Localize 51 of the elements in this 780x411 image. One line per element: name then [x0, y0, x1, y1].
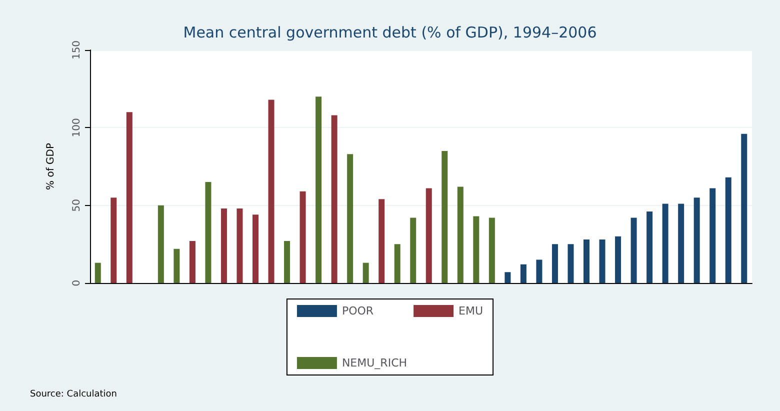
bar: [584, 240, 590, 283]
chart-title: Mean central government debt (% of GDP), 1994–2006: [183, 24, 597, 42]
bar: [568, 244, 574, 283]
bar: [646, 212, 653, 283]
bar: [189, 241, 196, 283]
y-tick-label: 0: [72, 280, 82, 286]
legend-label: POOR: [342, 304, 374, 318]
bar: [615, 236, 622, 283]
y-tick-label: 100: [72, 118, 82, 138]
bar: [662, 204, 668, 283]
bar: [284, 241, 290, 283]
bar: [504, 272, 511, 283]
bar: [599, 240, 606, 283]
source-note: Source: Calculation: [30, 390, 118, 400]
bar: [236, 208, 243, 283]
bar: [362, 262, 369, 283]
bar: [94, 262, 101, 283]
bar: [678, 204, 684, 283]
bar: [552, 244, 558, 283]
bar: [725, 177, 732, 283]
y-tick-label: 150: [72, 40, 82, 60]
bar: [316, 96, 322, 283]
bar: [488, 218, 495, 283]
bar: [268, 100, 274, 283]
bar: [442, 150, 448, 283]
bar: [741, 134, 748, 283]
bar: [126, 112, 132, 283]
bar: [158, 205, 164, 283]
bar: [205, 182, 212, 283]
bar: [300, 191, 306, 283]
bar: [520, 264, 526, 283]
bar: [174, 248, 180, 283]
bar: [630, 218, 637, 283]
bar: [410, 218, 416, 283]
legend-label: NEMU_RICH: [342, 356, 408, 370]
bar: [378, 199, 385, 283]
bar: [220, 208, 227, 283]
bar: [252, 214, 258, 283]
bar: [426, 188, 432, 283]
y-axis-title: % of GDP: [46, 143, 56, 190]
y-tick-label: 50: [72, 198, 82, 212]
bar: [331, 115, 338, 283]
legend-label: EMU: [458, 304, 484, 318]
bar: [710, 188, 716, 283]
bar: [473, 216, 480, 283]
bar: [347, 154, 354, 283]
bar: [694, 198, 700, 283]
bar: [536, 260, 542, 283]
bar: [110, 198, 117, 283]
bar: [394, 244, 400, 283]
bar: [457, 186, 464, 283]
